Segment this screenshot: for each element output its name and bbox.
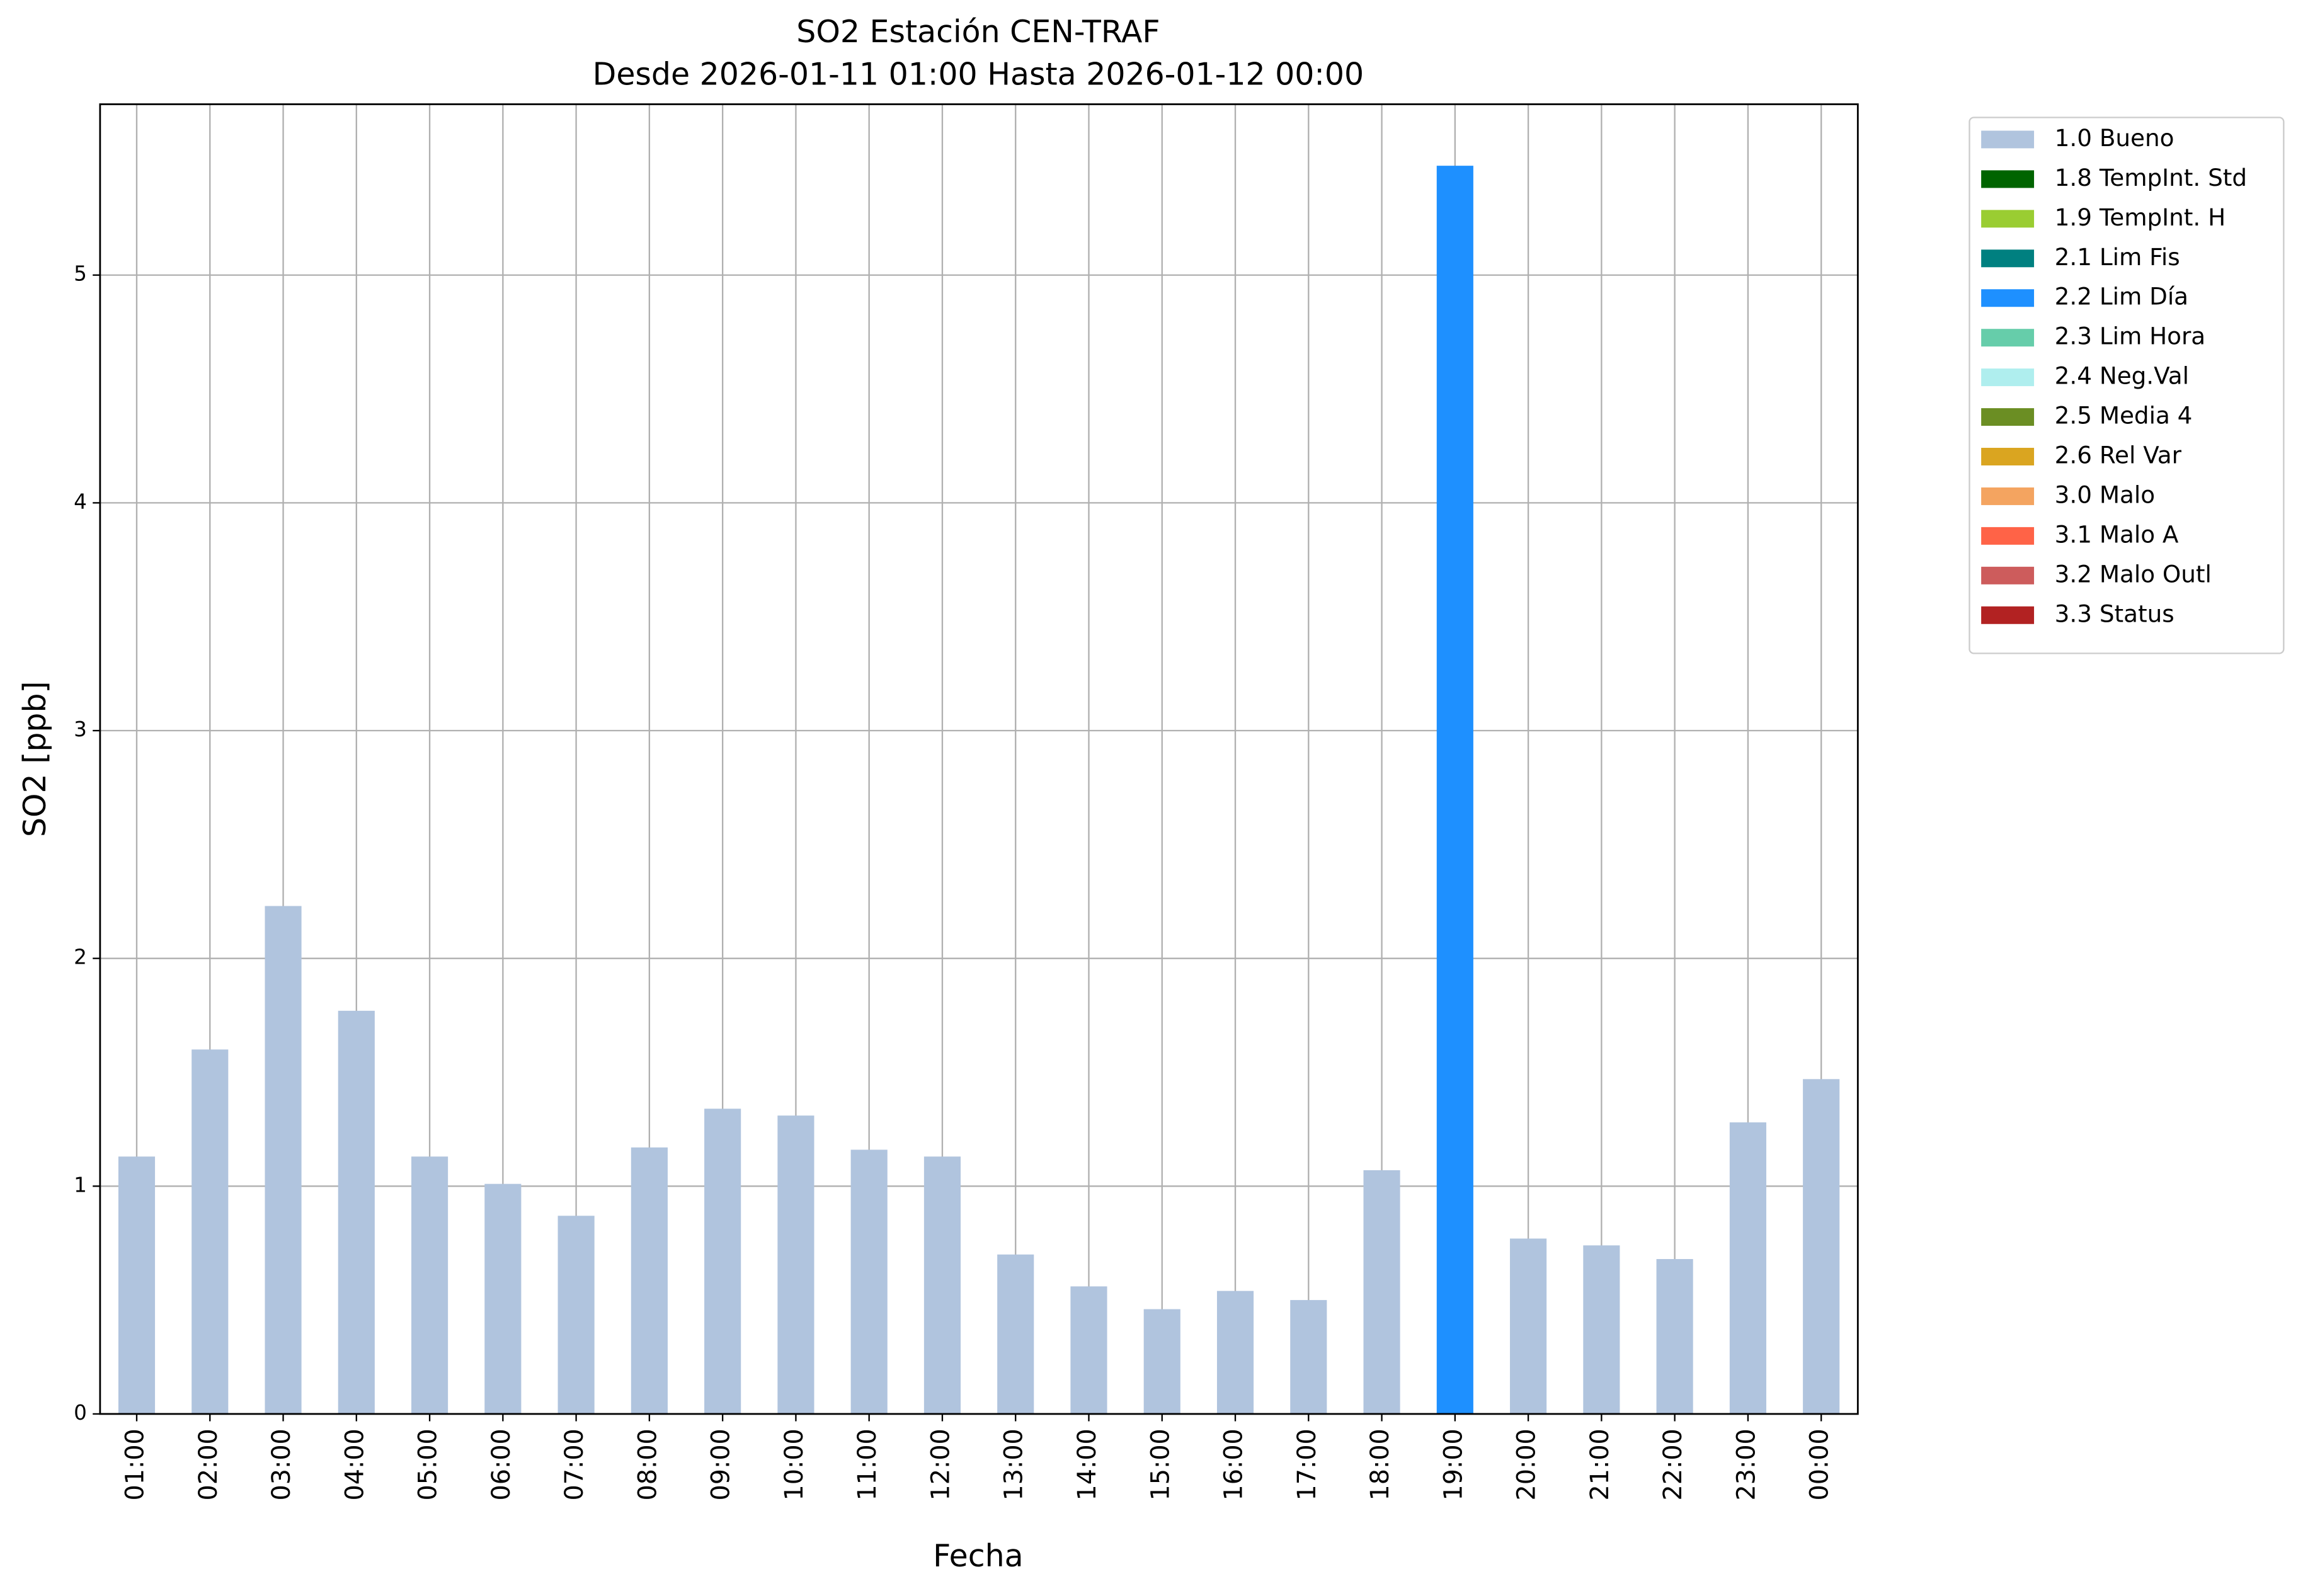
x-tick-label: 12:00 xyxy=(926,1428,955,1500)
x-tick-label: 21:00 xyxy=(1586,1428,1614,1500)
y-tick-label: 5 xyxy=(74,262,87,286)
bars xyxy=(118,166,1840,1414)
legend-label: 3.3 Status xyxy=(2055,600,2174,627)
bar xyxy=(557,1216,595,1414)
bar xyxy=(923,1156,961,1414)
x-tick-label: 07:00 xyxy=(560,1428,589,1500)
labels: 0 1 2 3 4 5 01:00 02:00 03:00 04:00 05:00 06:00 07:0… xyxy=(74,262,1834,1501)
bar xyxy=(1510,1238,1547,1414)
y-tick-label: 2 xyxy=(74,945,87,969)
legend-label: 2.3 Lim Hora xyxy=(2055,322,2205,350)
x-tick-label: 14:00 xyxy=(1073,1428,1102,1500)
y-tick-label: 0 xyxy=(74,1401,87,1425)
x-tick-label: 15:00 xyxy=(1146,1428,1175,1500)
x-tick-label: 02:00 xyxy=(194,1428,223,1500)
legend-frame xyxy=(1969,117,2285,654)
bar xyxy=(484,1183,522,1414)
bar xyxy=(1803,1079,1840,1414)
bar xyxy=(411,1156,449,1414)
x-tick-label: 10:00 xyxy=(780,1428,809,1500)
legend-swatch xyxy=(1981,329,2035,347)
legend-swatch xyxy=(1981,448,2035,465)
y-tick-label: 3 xyxy=(74,717,87,741)
legend-swatch xyxy=(1981,527,2035,545)
legend-swatch xyxy=(1981,130,2035,149)
x-tick-label: 01:00 xyxy=(121,1428,150,1500)
legend-swatch xyxy=(1981,408,2035,426)
chart-title: SO2 Estación CEN-TRAF xyxy=(796,14,1160,50)
x-tick-label: 16:00 xyxy=(1220,1428,1249,1500)
bar xyxy=(997,1254,1034,1414)
x-tick-label: 05:00 xyxy=(414,1428,443,1500)
bar xyxy=(1143,1309,1180,1414)
bar xyxy=(265,906,302,1414)
legend-label: 1.8 TempInt. Std xyxy=(2055,164,2247,191)
x-tick-label: 20:00 xyxy=(1512,1428,1541,1500)
legend-swatch xyxy=(1981,606,2035,624)
bar xyxy=(1436,166,1473,1414)
x-tick-label: 06:00 xyxy=(487,1428,516,1500)
legend-swatch xyxy=(1981,487,2035,505)
y-tick-label: 1 xyxy=(74,1173,87,1197)
bar xyxy=(338,1010,375,1414)
x-tick-label: 03:00 xyxy=(267,1428,296,1500)
bar xyxy=(1363,1170,1400,1414)
x-tick-label: 23:00 xyxy=(1732,1428,1761,1500)
bar xyxy=(1656,1259,1693,1414)
legend-label: 2.2 Lim Día xyxy=(2055,283,2188,311)
legend: 1.0 Bueno 1.8 TempInt. Std 1.9 TempInt. H 2… xyxy=(1969,117,2285,654)
bar xyxy=(191,1049,229,1414)
bar xyxy=(850,1149,888,1414)
x-tick-label: 22:00 xyxy=(1659,1428,1688,1500)
legend-label: 3.2 Malo Outl xyxy=(2055,560,2212,588)
legend-swatch xyxy=(1981,566,2035,584)
plot-frame xyxy=(99,103,1859,1415)
bar xyxy=(704,1109,741,1414)
x-tick-label: 18:00 xyxy=(1366,1428,1395,1500)
bar xyxy=(1070,1286,1107,1414)
x-tick-label: 17:00 xyxy=(1293,1428,1322,1500)
legend-label: 3.1 Malo A xyxy=(2055,520,2179,548)
legend-label: 2.5 Media 4 xyxy=(2055,402,2193,430)
legend-label: 2.1 Lim Fis xyxy=(2055,243,2180,271)
x-tick-label: 08:00 xyxy=(633,1428,662,1500)
legend-label: 1.9 TempInt. H xyxy=(2055,203,2226,231)
chart-subtitle: Desde 2026-01-11 01:00 Hasta 2026-01-12 … xyxy=(593,57,1364,93)
x-tick-label: 19:00 xyxy=(1439,1428,1468,1500)
legend-label: 1.0 Bueno xyxy=(2055,124,2174,152)
x-axis-label: Fecha xyxy=(933,1538,1024,1574)
legend-label: 3.0 Malo xyxy=(2055,481,2155,508)
x-tick-label: 00:00 xyxy=(1805,1428,1834,1500)
x-tick-label: 04:00 xyxy=(340,1428,369,1500)
x-tick-label: 11:00 xyxy=(853,1428,882,1500)
legend-swatch xyxy=(1981,210,2035,228)
legend-swatch xyxy=(1981,249,2035,268)
legend-swatch xyxy=(1981,368,2035,387)
bar xyxy=(1216,1291,1254,1414)
bar xyxy=(631,1147,668,1414)
bar xyxy=(1729,1122,1766,1414)
legend-swatch xyxy=(1981,289,2035,307)
bar xyxy=(1290,1300,1327,1414)
legend-label: 2.4 Neg.Val xyxy=(2055,362,2189,390)
legend-label: 2.6 Rel Var xyxy=(2055,441,2182,469)
x-tick-label: 09:00 xyxy=(707,1428,736,1500)
bar xyxy=(1583,1245,1620,1414)
legend-swatch xyxy=(1981,170,2035,188)
y-axis-label: SO2 [ppb] xyxy=(17,681,53,837)
bar xyxy=(777,1115,814,1414)
x-tick-label: 13:00 xyxy=(1000,1428,1029,1500)
y-tick-label: 4 xyxy=(74,489,87,513)
bar xyxy=(118,1156,156,1414)
